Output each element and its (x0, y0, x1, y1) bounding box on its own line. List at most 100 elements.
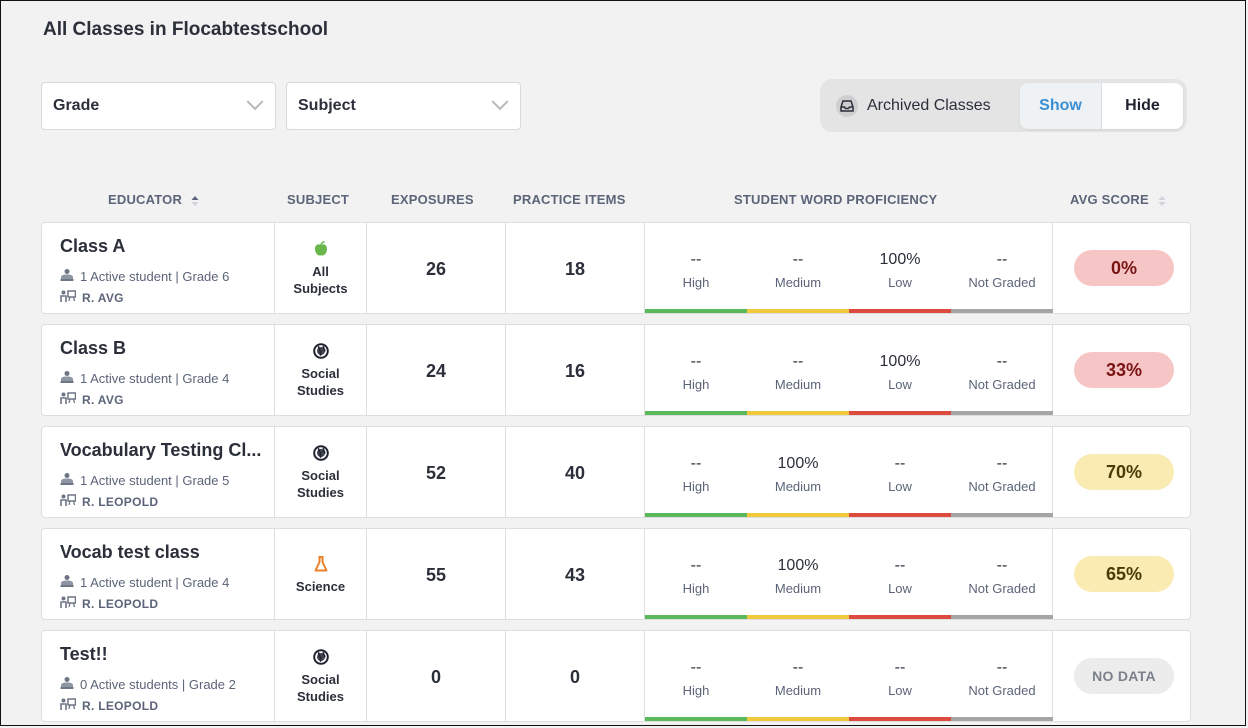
educator-cell: Vocab test class 1 Active student | Grade… (42, 529, 275, 619)
proficiency-bar (747, 615, 849, 619)
practice-items-value: 16 (564, 361, 586, 381)
proficiency-low: -- Low (849, 631, 951, 721)
teacher-info: R. AVG (60, 290, 124, 306)
proficiency-label: Medium (774, 479, 822, 494)
proficiency-value: 100% (879, 353, 921, 370)
proficiency-label: Low (888, 683, 912, 698)
proficiency-label: High (682, 479, 710, 494)
proficiency-value: -- (894, 557, 906, 574)
proficiency-bar (645, 309, 747, 313)
proficiency-label: Not Graded (968, 479, 1036, 494)
class-name-link[interactable]: Vocab test class (60, 542, 200, 562)
subject-label: Science (295, 579, 346, 594)
proficiency-high: -- High (645, 223, 747, 313)
table-row[interactable]: Vocab test class 1 Active student | Grade… (41, 528, 1191, 620)
subject-cell: Social Studies (275, 427, 367, 517)
archive-icon (836, 95, 858, 117)
proficiency-low: -- Low (849, 529, 951, 619)
subject: Social Studies (275, 343, 366, 399)
practice-items-value: 18 (564, 259, 586, 279)
teacher-info: R. LEOPOLD (60, 698, 158, 714)
exposures-cell: 52 (367, 427, 506, 517)
proficiency-value: -- (996, 251, 1008, 268)
subject-label: Social (301, 366, 340, 381)
proficiency-low: 100% Low (849, 325, 951, 415)
subject-label: Social (301, 468, 340, 483)
proficiency-value: 100% (777, 455, 819, 472)
proficiency-cell: -- High 100% Medium -- Low -- Not Graded (645, 427, 1053, 517)
proficiency-label: Medium (774, 377, 822, 392)
proficiency-not_graded: -- Not Graded (951, 529, 1053, 619)
table-row[interactable]: Class B 1 Active student | Grade 4 R. AVG S… (41, 324, 1191, 416)
subject: Social Studies (275, 445, 366, 501)
proficiency-label: Not Graded (968, 581, 1036, 596)
proficiency-value: -- (690, 557, 702, 574)
practice-items-cell: 0 (506, 631, 645, 721)
avg-score-cell: 65% (1053, 529, 1190, 619)
subject-label: Social (301, 672, 340, 687)
student-icon (60, 268, 80, 285)
table-row[interactable]: Test!! 0 Active students | Grade 2 R. LEOP… (41, 630, 1191, 722)
proficiency-value: -- (792, 251, 804, 268)
student-icon (60, 574, 80, 591)
proficiency-value: -- (690, 659, 702, 676)
class-name-link[interactable]: Class A (60, 236, 126, 256)
proficiency-label: Low (888, 581, 912, 596)
subject-dropdown[interactable]: Subject (286, 82, 521, 130)
teacher-info: R. LEOPOLD (60, 494, 158, 510)
show-archived-button[interactable]: Show (1020, 83, 1102, 129)
col-header-practice-items: PRACTICE ITEMS (513, 192, 626, 207)
students-text: 1 Active student | Grade 6 (80, 269, 230, 284)
col-header-educator[interactable]: EDUCATOR (108, 192, 199, 207)
col-header-educator-label: EDUCATOR (108, 192, 183, 207)
proficiency-bar (849, 615, 951, 619)
teacher-name: R. AVG (82, 393, 124, 407)
teacher-icon (60, 494, 82, 510)
class-name-link[interactable]: Vocabulary Testing Cl... (60, 440, 262, 460)
proficiency-bar (849, 309, 951, 313)
class-name-link[interactable]: Test!! (60, 644, 108, 664)
subject-label: Studies (297, 485, 344, 500)
practice-items-cell: 16 (506, 325, 645, 415)
table-row[interactable]: Vocabulary Testing Cl... 1 Active student… (41, 426, 1191, 518)
exposures-cell: 0 (367, 631, 506, 721)
proficiency-value: -- (690, 455, 702, 472)
teacher-name: R. LEOPOLD (82, 495, 159, 509)
apple-icon (275, 241, 366, 261)
proficiency-low: 100% Low (849, 223, 951, 313)
proficiency-medium: -- Medium (747, 223, 849, 313)
archived-classes-label: Archived Classes (867, 97, 991, 114)
proficiency-label: Medium (774, 275, 822, 290)
educator-cell: Class A 1 Active student | Grade 6 R. AVG (42, 223, 275, 313)
col-header-avg-score[interactable]: AVG SCORE (1070, 192, 1166, 207)
proficiency-bar (645, 513, 747, 517)
teacher-name: R. LEOPOLD (82, 699, 159, 713)
exposures-value: 52 (425, 463, 447, 483)
grade-dropdown-label: Grade (53, 97, 100, 114)
subject: All Subjects (275, 241, 366, 297)
hide-archived-button[interactable]: Hide (1125, 97, 1160, 114)
subject-cell: Social Studies (275, 631, 367, 721)
proficiency-cell: -- High -- Medium 100% Low -- Not Graded (645, 325, 1053, 415)
subject-label: All (312, 264, 329, 279)
students-text: 1 Active student | Grade 4 (80, 371, 230, 386)
proficiency-label: Low (888, 275, 912, 290)
proficiency-not_graded: -- Not Graded (951, 325, 1053, 415)
educator-cell: Class B 1 Active student | Grade 4 R. AVG (42, 325, 275, 415)
grade-dropdown[interactable]: Grade (41, 82, 276, 130)
student-icon (60, 676, 80, 693)
teacher-icon (60, 698, 82, 714)
proficiency-value: 100% (777, 557, 819, 574)
students-info: 1 Active student | Grade 6 (60, 268, 229, 285)
class-name-link[interactable]: Class B (60, 338, 127, 358)
proficiency-bar (645, 411, 747, 415)
table-row[interactable]: Class A 1 Active student | Grade 6 R. AVG A… (41, 222, 1191, 314)
col-header-exposures: EXPOSURES (391, 192, 474, 207)
proficiency-not_graded: -- Not Graded (951, 427, 1053, 517)
proficiency-bar (645, 717, 747, 721)
proficiency-value: -- (996, 659, 1008, 676)
exposures-value: 55 (425, 565, 447, 585)
proficiency-label: High (682, 683, 710, 698)
proficiency-label: High (682, 275, 710, 290)
proficiency-label: Not Graded (968, 683, 1036, 698)
